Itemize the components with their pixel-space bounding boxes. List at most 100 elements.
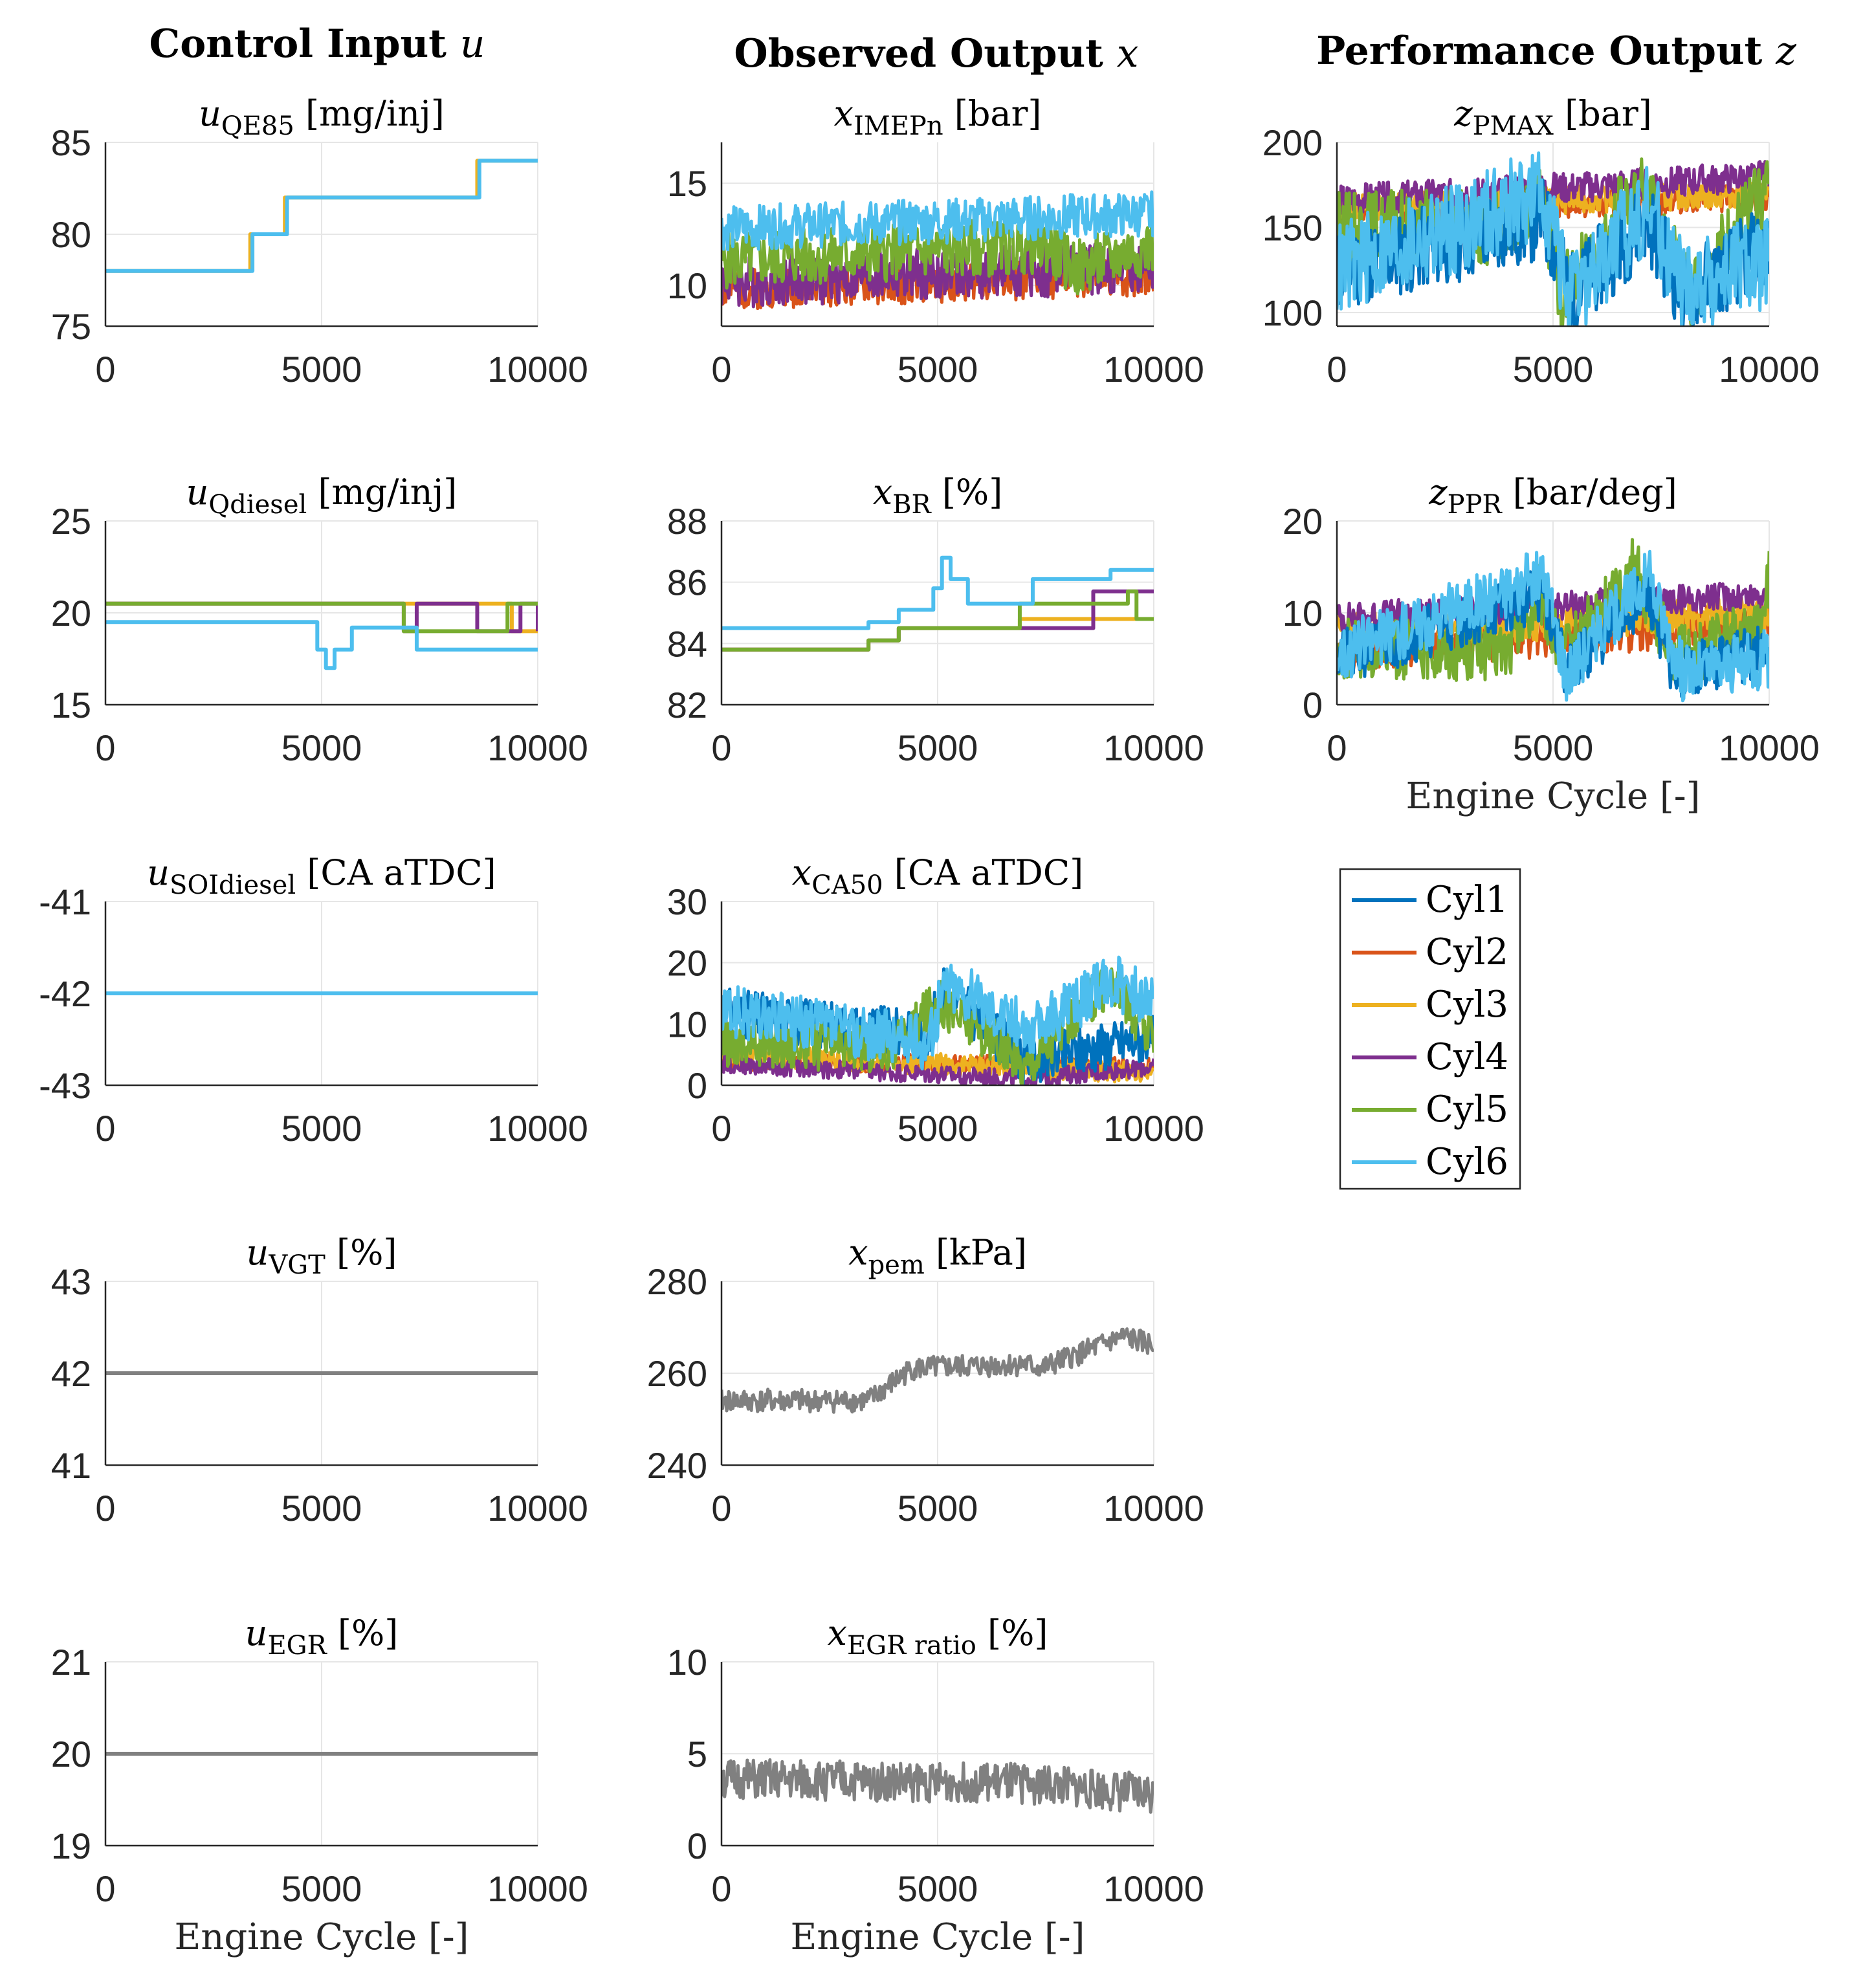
legend-item-cyl2: Cyl2: [1352, 931, 1508, 973]
series-group: [722, 555, 1154, 652]
series-gray: [722, 1327, 1154, 1414]
x-tick-label: 5000: [281, 727, 362, 768]
header-control-input-text: Control Input: [149, 21, 447, 67]
legend-label: Cyl3: [1426, 984, 1508, 1026]
x-axis-label: Engine Cycle [-]: [174, 1916, 469, 1958]
x-tick-label: 5000: [1513, 349, 1594, 390]
x-axis-label: Engine Cycle [-]: [790, 1916, 1085, 1958]
title-subscript: PMAX: [1473, 111, 1554, 141]
y-tick-label: 280: [647, 1261, 707, 1302]
title-symbol: x: [873, 472, 892, 513]
panel-xCA50: xCA50 [CA aTDC] 0 5000 10000 0 10 20 30: [667, 852, 1204, 1149]
panel-title-uVGT: uVGT [%]: [247, 1232, 397, 1280]
panel-title-xBR: xBR [%]: [873, 472, 1003, 520]
legend-item-cyl3: Cyl3: [1352, 984, 1508, 1026]
title-symbol: z: [1428, 472, 1448, 513]
header-performance-output-var: z: [1775, 28, 1796, 74]
title-unit: [%]: [325, 1232, 397, 1273]
x-axis-label: Engine Cycle [-]: [1406, 775, 1700, 817]
y-tick-label: 150: [1262, 207, 1323, 248]
panel-zPMAX: zPMAX [bar] 0 5000 10000 100 150 200: [1262, 93, 1820, 390]
x-tick-label: 5000: [281, 349, 362, 390]
title-subscript: Qdiesel: [208, 490, 307, 520]
x-tick-label: 5000: [898, 727, 978, 768]
x-tick-label: 0: [95, 727, 115, 768]
y-tick-label: 30: [667, 881, 707, 922]
panel-xEGRratio: xEGR ratio [%] 0 5000 10000 0 5 10 Engine Cycle…: [667, 1613, 1204, 1958]
legend-item-cyl5: Cyl5: [1352, 1088, 1508, 1131]
x-tick-label: 10000: [1719, 727, 1820, 768]
series-group: [722, 955, 1154, 1085]
title-subscript: QE85: [221, 111, 294, 141]
x-tick-label: 0: [711, 1868, 731, 1909]
series-group: [722, 1758, 1154, 1814]
header-performance-output-text: Performance Output: [1316, 28, 1762, 74]
y-tick-label: 15: [51, 685, 91, 725]
header-control-input: Control Input u: [149, 21, 485, 67]
title-symbol: u: [245, 1613, 268, 1653]
y-tick-label: 20: [1283, 501, 1323, 542]
series-cyl6: [105, 620, 538, 670]
y-tick-label: 10: [667, 265, 707, 306]
x-tick-label: 0: [711, 349, 731, 390]
x-tick-label: 5000: [281, 1488, 362, 1529]
y-tick-label: -41: [39, 881, 91, 922]
series-cyl6: [1337, 549, 1769, 703]
series-cyl6: [105, 159, 538, 273]
panel-title-xpem: xpem [kPa]: [848, 1232, 1027, 1280]
series-cyl5: [722, 215, 1154, 296]
panel-xpem: xpem [kPa] 0 5000 10000 240 260 280: [647, 1232, 1204, 1529]
header-observed-output-var: x: [1117, 31, 1139, 76]
series-cyl6: [722, 955, 1154, 1071]
x-tick-label: 10000: [1719, 349, 1820, 390]
header-observed-output-text: Observed Output: [734, 31, 1103, 76]
y-tick-label: 75: [51, 306, 91, 347]
x-tick-label: 5000: [281, 1108, 362, 1149]
header-control-input-var: u: [460, 21, 485, 67]
series-group: [105, 601, 538, 670]
y-tick-label: 10: [667, 1004, 707, 1044]
legend-box: [1339, 868, 1521, 1190]
series-cyl6: [722, 190, 1154, 252]
x-tick-label: 0: [95, 349, 115, 390]
x-tick-label: 0: [1327, 727, 1347, 768]
x-tick-label: 10000: [487, 1488, 588, 1529]
x-tick-label: 0: [711, 727, 731, 768]
title-symbol: u: [199, 93, 221, 134]
x-tick-label: 10000: [1103, 727, 1204, 768]
y-tick-label: -43: [39, 1065, 91, 1106]
y-tick-label: 41: [51, 1445, 91, 1486]
x-tick-label: 5000: [898, 1108, 978, 1149]
x-tick-label: 0: [711, 1108, 731, 1149]
title-unit: [kPa]: [925, 1232, 1027, 1273]
legend-label: Cyl4: [1426, 1036, 1508, 1078]
y-tick-label: 5: [687, 1734, 707, 1774]
x-tick-label: 0: [1327, 349, 1347, 390]
panel-title-uSOIdiesel: uSOIdiesel [CA aTDC]: [147, 852, 496, 900]
x-tick-label: 10000: [487, 349, 588, 390]
panel-zPPR: zPPR [bar/deg] 0 5000 10000 0 10 20 Engine Cycl…: [1283, 472, 1820, 817]
y-tick-label: 10: [1283, 593, 1323, 634]
title-subscript: SOIdiesel: [170, 870, 296, 900]
panel-uQdiesel: uQdiesel [mg/inj] 0 5000 10000 15 20 25: [51, 472, 588, 768]
legend: Cyl1 Cyl2 Cyl3 Cyl4 Cyl5 Cyl6: [1339, 868, 1521, 1190]
series-group: [1337, 151, 1769, 326]
title-subscript: EGR: [267, 1631, 327, 1661]
x-tick-label: 10000: [1103, 1488, 1204, 1529]
legend-item-cyl4: Cyl4: [1352, 1036, 1508, 1078]
series-cyl6: [722, 555, 1154, 630]
panel-title-xEGRratio: xEGR ratio [%]: [828, 1613, 1048, 1661]
y-tick-label: 200: [1262, 122, 1323, 163]
legend-item-cyl6: Cyl6: [1352, 1141, 1508, 1183]
panel-title-xIMEPn: xIMEPn [bar]: [834, 93, 1042, 141]
title-unit: [CA aTDC]: [883, 852, 1084, 893]
series-group: [722, 190, 1154, 311]
x-tick-label: 5000: [898, 1488, 978, 1529]
x-tick-label: 0: [711, 1488, 731, 1529]
panel-uVGT: uVGT [%] 0 5000 10000 41 42 43: [51, 1232, 588, 1529]
series-gray: [722, 1758, 1154, 1814]
title-symbol: x: [834, 93, 854, 134]
x-tick-label: 0: [95, 1868, 115, 1909]
y-tick-label: -42: [39, 973, 91, 1014]
